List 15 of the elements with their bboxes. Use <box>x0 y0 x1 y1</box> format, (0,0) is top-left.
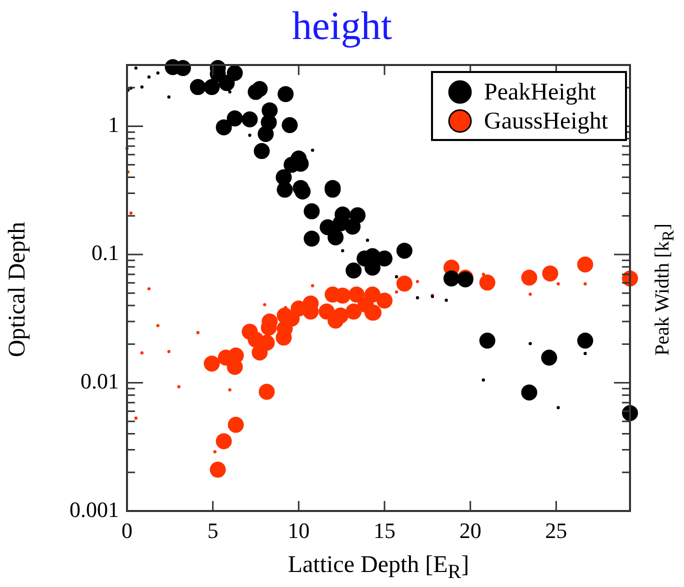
x-tick-label: 20 <box>459 518 482 543</box>
y-axis-title: Optical Depth <box>4 220 32 360</box>
x-axis-title: Lattice Depth [E$_{R}$] <box>286 552 470 584</box>
x-tick-label: 10 <box>288 518 310 543</box>
y-tick-label: 0.01 <box>80 368 119 394</box>
legend-label: PeakHeight <box>484 79 596 106</box>
chart-title: height <box>291 2 393 49</box>
legend-label: GaussHeight <box>484 108 608 134</box>
x-tick-label: 25 <box>545 518 568 543</box>
y-tick-label: 0.1 <box>92 240 119 266</box>
y-tick-label: 1 <box>108 112 119 137</box>
x-tick-label: 15 <box>374 518 396 543</box>
x-tick-label: 0 <box>122 518 132 543</box>
x-tick-label: 5 <box>207 518 218 543</box>
y-tick-label: 0.001 <box>70 496 119 522</box>
